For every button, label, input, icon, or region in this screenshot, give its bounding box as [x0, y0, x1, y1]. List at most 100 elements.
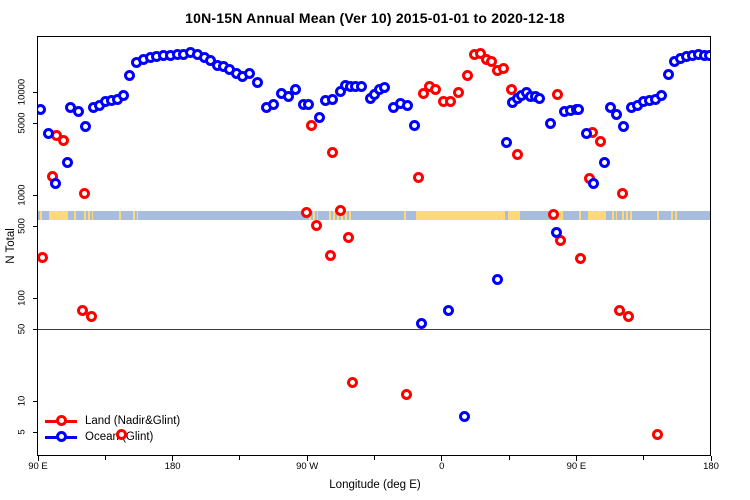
land-data-point: [622, 311, 634, 323]
x-tick-label: 180: [164, 461, 181, 472]
land-data-point: [86, 311, 98, 323]
ocean-data-point: [598, 157, 610, 169]
land-data-point: [430, 83, 442, 95]
y-tick-label: 10: [16, 395, 28, 407]
land-data-point: [334, 204, 346, 216]
land-data-point: [347, 377, 359, 389]
ocean-data-point: [72, 106, 84, 118]
y-tick-label: 5000: [16, 112, 28, 134]
land-patch: [118, 211, 122, 221]
ocean-data-point: [38, 104, 46, 116]
land-data-point: [651, 429, 663, 441]
land-data-point: [453, 87, 465, 99]
x-axis-minor-tick: [374, 456, 375, 460]
x-tick-label: 0: [439, 461, 445, 472]
land-data-point: [38, 252, 48, 264]
x-tick-label: 90 E: [28, 461, 48, 472]
ocean-data-point: [544, 118, 556, 130]
land-data-point: [613, 305, 625, 317]
land-patch: [612, 211, 617, 221]
x-axis-tick: [306, 456, 308, 461]
ocean-data-point: [704, 50, 711, 62]
land-data-point: [461, 69, 473, 81]
legend-item: Land (Nadir&Glint): [45, 415, 245, 427]
land-data-point: [511, 149, 523, 161]
ocean-data-point: [61, 157, 73, 169]
y-axis-tick: [33, 328, 38, 330]
x-axis-title: Longitude (deg E): [329, 479, 421, 491]
ocean-data-point: [50, 178, 62, 190]
y-tick-label: 5: [16, 429, 28, 435]
ocean-data-point: [662, 69, 674, 81]
x-tick-label: 180: [703, 461, 719, 472]
x-axis-minor-tick: [508, 456, 510, 460]
ocean-data-point: [588, 178, 600, 190]
ocean-data-point: [408, 119, 420, 131]
land-patch: [83, 211, 94, 221]
ocean-data-point: [500, 137, 512, 149]
land-data-point: [617, 188, 629, 200]
ocean-data-point: [610, 108, 622, 120]
y-axis-tick: [33, 297, 38, 299]
land-patch: [49, 211, 68, 221]
land-patch: [404, 211, 408, 221]
land-data-point: [412, 171, 424, 183]
x-tick-label: 90 E: [566, 461, 587, 472]
y-tick-label: 100: [16, 290, 28, 306]
land-data-point: [77, 305, 89, 317]
ocean-data-point: [617, 120, 629, 132]
land-patch: [507, 211, 521, 221]
ocean-data-point: [656, 90, 668, 102]
x-axis-tick: [37, 456, 39, 461]
plot-area: Land (Nadir&Glint) Ocean (Glint): [38, 37, 711, 455]
x-axis-minor-tick: [643, 456, 645, 460]
ocean-data-point: [356, 81, 368, 93]
land-patch: [578, 211, 583, 221]
y-axis-tick: [33, 91, 38, 93]
land-data-point: [342, 232, 354, 244]
land-patch: [416, 211, 506, 221]
land-data-point: [418, 87, 430, 99]
land-data-point: [506, 84, 518, 96]
ocean-data-point: [252, 76, 264, 88]
ocean-data-point: [443, 305, 455, 317]
ocean-data-point: [581, 127, 593, 139]
land-patch: [657, 211, 661, 221]
ocean-data-point: [458, 411, 470, 423]
land-data-point: [547, 208, 559, 220]
ocean-data-point: [379, 81, 391, 93]
land-patch: [73, 211, 79, 221]
land-patch: [622, 211, 632, 221]
ocean-data-point: [268, 98, 280, 110]
land-data-point: [78, 188, 90, 200]
legend-marker-circle: [56, 431, 67, 442]
ocean-data-point: [283, 91, 294, 103]
land-data-point: [324, 249, 336, 261]
ocean-data-point: [604, 102, 616, 114]
x-axis-tick: [575, 456, 577, 461]
ocean-data-point: [244, 67, 256, 79]
ocean-data-point: [534, 92, 546, 104]
land-patch: [671, 211, 677, 221]
ocean-data-point: [117, 90, 129, 102]
chart-title: 10N-15N Annual Mean (Ver 10) 2015-01-01 …: [185, 10, 565, 26]
land-data-point: [401, 389, 413, 401]
land-data-point: [445, 95, 457, 107]
ocean-data-point: [550, 227, 562, 239]
ocean-data-point: [313, 111, 325, 123]
land-data-point: [575, 253, 587, 265]
ocean-data-point: [290, 84, 302, 96]
land-data-point: [116, 429, 128, 441]
land-patch: [132, 211, 139, 221]
latitude-band-ocean: [38, 211, 711, 221]
y-axis-title: N Total: [5, 228, 17, 264]
y-tick-label: 1000: [16, 184, 28, 206]
land-data-point: [594, 136, 606, 148]
x-axis-minor-tick: [239, 456, 241, 460]
land-data-point: [475, 48, 487, 60]
y-tick-label: 500: [16, 218, 28, 234]
land-data-point: [497, 62, 509, 74]
land-data-point: [301, 206, 313, 218]
y-axis-tick: [33, 400, 38, 402]
ocean-data-point: [80, 120, 92, 132]
